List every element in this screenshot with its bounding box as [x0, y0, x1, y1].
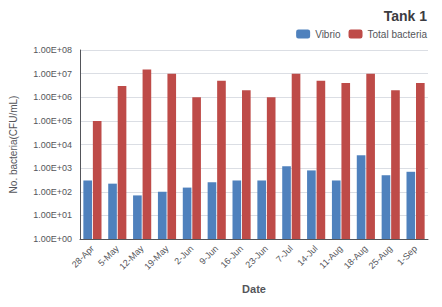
svg-text:19-May: 19-May — [142, 243, 171, 272]
svg-text:25-Aug: 25-Aug — [367, 243, 395, 271]
svg-text:Vibrio: Vibrio — [315, 29, 341, 40]
svg-text:7-Jul: 7-Jul — [274, 243, 295, 264]
svg-text:5-May: 5-May — [96, 243, 121, 269]
svg-text:2-Jun: 2-Jun — [172, 243, 195, 266]
svg-text:1.00E+02: 1.00E+02 — [33, 187, 72, 197]
svg-text:1.00E+01: 1.00E+01 — [33, 210, 72, 220]
svg-text:12-May: 12-May — [117, 243, 146, 272]
svg-text:1.00E+05: 1.00E+05 — [33, 116, 72, 126]
svg-text:9-Jun: 9-Jun — [197, 243, 220, 266]
svg-text:No. bacteria(CFU/mL): No. bacteria(CFU/mL) — [8, 96, 19, 194]
svg-text:Total bacteria: Total bacteria — [368, 29, 428, 40]
svg-text:23-Jun: 23-Jun — [243, 243, 270, 270]
svg-text:1.00E+00: 1.00E+00 — [33, 234, 72, 244]
svg-text:14-Jul: 14-Jul — [295, 243, 319, 267]
svg-text:11-Aug: 11-Aug — [317, 243, 344, 270]
svg-text:1.00E+04: 1.00E+04 — [33, 140, 72, 150]
svg-text:1.00E+08: 1.00E+08 — [33, 45, 72, 55]
svg-text:1-Sep: 1-Sep — [395, 243, 419, 267]
svg-text:16-Jun: 16-Jun — [219, 243, 246, 270]
svg-text:1.00E+07: 1.00E+07 — [33, 69, 72, 79]
svg-text:Date: Date — [242, 283, 266, 295]
svg-text:1.00E+06: 1.00E+06 — [33, 92, 72, 102]
svg-text:18-Aug: 18-Aug — [342, 243, 370, 271]
svg-text:1.00E+03: 1.00E+03 — [33, 163, 72, 173]
svg-text:28-Apr: 28-Apr — [70, 243, 96, 269]
svg-text:Tank 1: Tank 1 — [384, 8, 428, 24]
